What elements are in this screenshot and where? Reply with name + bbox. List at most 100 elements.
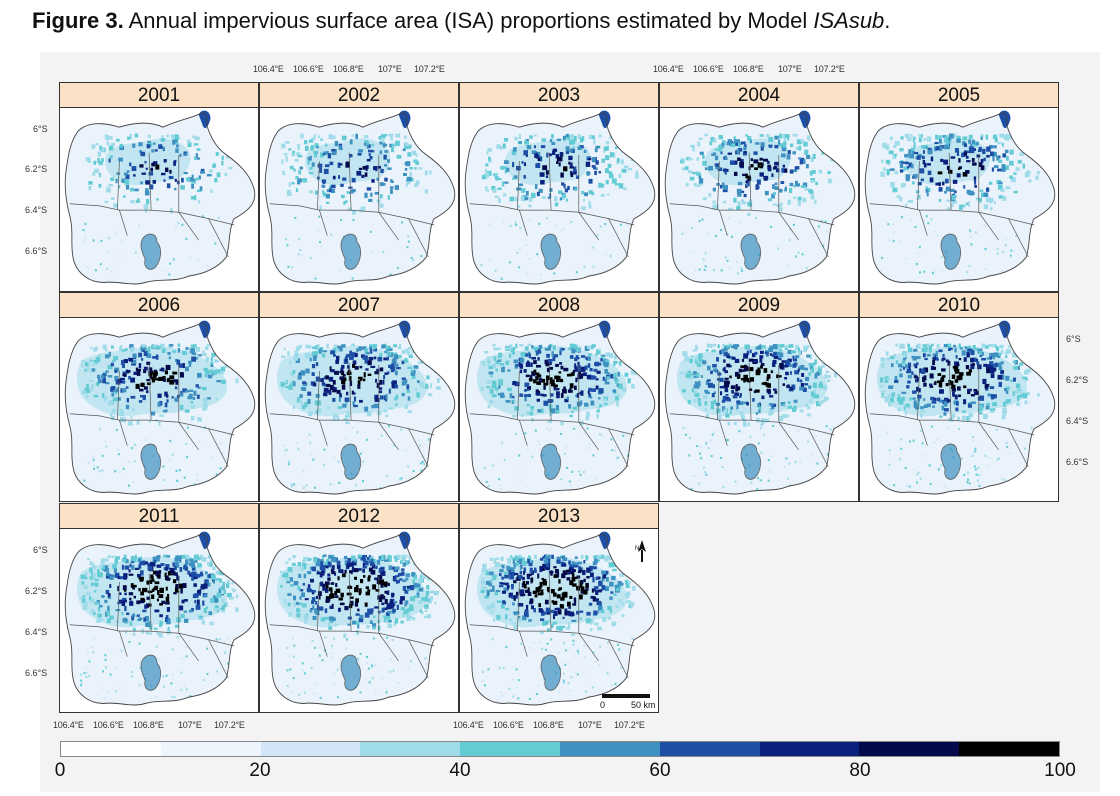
isa-pixel [781,413,787,419]
isa-pixel [964,346,967,349]
isa-pixel [407,145,412,149]
isa-pixel [152,556,158,563]
isa-pixel [526,403,530,407]
isa-pixel [358,346,362,351]
isa-pixel [697,215,700,218]
isa-pixel [926,145,929,149]
isa-pixel [215,638,218,641]
isa-pixel [379,353,383,357]
isa-pixel [614,449,617,452]
isa-pixel [568,347,572,350]
isa-pixel [314,345,318,350]
isa-pixel [336,560,341,566]
isa-pixel [778,352,784,358]
isa-pixel [362,460,365,463]
isa-pixel [787,349,793,354]
isa-pixel [341,135,347,141]
isa-pixel [392,608,396,613]
isa-pixel [158,570,162,574]
isa-pixel [519,248,521,251]
isa-pixel [117,453,120,456]
isa-pixel [791,384,796,390]
isa-pixel [166,555,171,558]
isa-pixel [215,473,218,476]
isa-pixel [491,355,495,359]
isa-pixel [905,403,910,407]
isa-pixel [422,355,428,361]
isa-pixel [993,352,999,358]
isa-pixel [810,179,814,183]
isa-pixel [611,449,614,452]
isa-pixel [604,586,609,592]
isa-pixel [201,350,205,354]
isa-pixel [918,245,921,249]
isa-pixel [721,399,726,403]
isa-pixel [963,385,967,389]
isa-pixel [556,394,560,399]
isa-pixel [894,170,899,175]
isa-pixel [726,346,730,349]
isa-pixel [551,624,554,628]
isa-pixel [556,377,560,383]
isa-pixel [99,173,102,178]
isa-pixel [397,681,400,685]
isa-pixel [998,365,1003,371]
isa-pixel [545,554,550,558]
isa-pixel [304,618,307,624]
isa-pixel [509,224,512,227]
isa-pixel [985,134,989,140]
isa-pixel [162,465,165,468]
isa-pixel [367,373,372,376]
isa-pixel [171,695,174,699]
isa-pixel [689,375,694,380]
isa-pixel [184,559,189,564]
isa-pixel [829,428,832,431]
isa-pixel [799,460,802,464]
isa-pixel [108,145,114,151]
isa-pixel [953,400,959,405]
isa-pixel [391,147,394,153]
isa-pixel [689,358,693,364]
isa-pixel [952,179,958,184]
isa-pixel [610,438,613,441]
isa-pixel [914,404,920,410]
isa-pixel [594,560,598,565]
isa-pixel [142,560,146,566]
isa-pixel [347,365,350,369]
isa-pixel [150,561,155,567]
isa-pixel [899,368,902,372]
isa-pixel [903,352,907,358]
isa-pixel [152,587,158,591]
isa-map [264,531,456,706]
isa-pixel [167,571,172,576]
isa-pixel [113,568,117,573]
isa-pixel [621,480,624,483]
isa-pixel [773,355,779,360]
isa-pixel [969,401,972,405]
isa-pixel [303,691,306,694]
isa-pixel [735,383,738,389]
isa-pixel [724,387,728,393]
isa-pixel [379,141,385,145]
isa-pixel [547,358,553,363]
isa-pixel [81,581,85,585]
isa-pixel [520,352,525,356]
isa-pixel [784,134,790,138]
isa-pixel [537,158,540,161]
isa-pixel [590,619,594,624]
isa-pixel [307,160,310,163]
isa-pixel [201,620,206,625]
isa-pixel [159,587,164,594]
isa-pixel [510,348,514,353]
isa-pixel [984,225,987,228]
isa-pixel [378,596,383,602]
isa-pixel [1002,401,1006,407]
isa-pixel [782,164,786,168]
isa-pixel [579,617,582,620]
map-panel: 2010 [859,292,1059,502]
isa-pixel [992,344,997,348]
isa-pixel [350,189,354,194]
isa-pixel [979,350,982,356]
isa-pixel [306,587,312,592]
isa-pixel [370,251,373,254]
